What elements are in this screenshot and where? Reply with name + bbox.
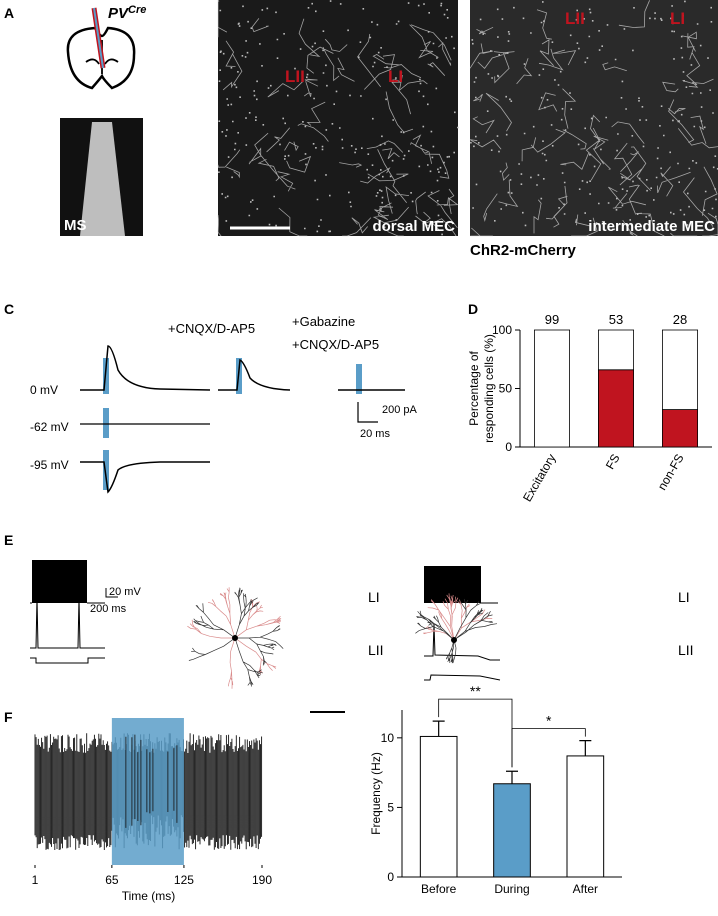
- holding-label: 0 mV: [30, 383, 58, 397]
- neurite-texture: [217, 0, 459, 237]
- x-axis-label: Time (ms): [122, 889, 176, 903]
- error-bar: [506, 770, 518, 784]
- panel-label: C: [4, 301, 14, 317]
- y-tick-label: 0: [387, 870, 394, 884]
- x-tick-label: During: [494, 882, 529, 896]
- layer-label: LI: [670, 9, 685, 28]
- electrode: [93, 7, 104, 69]
- neurite-texture: [469, 0, 718, 237]
- condition-label: +CNQX/D-AP5: [292, 337, 379, 352]
- spike-train: [424, 566, 481, 603]
- image-caption: intermediate MEC: [588, 218, 715, 235]
- x-tick-label: 1: [32, 873, 39, 887]
- layer-label: LI: [388, 67, 403, 86]
- x-tick-label: Before: [421, 882, 457, 896]
- bar-segment: [662, 409, 699, 448]
- genotype: PV: [108, 5, 130, 22]
- panel-label: F: [4, 709, 13, 725]
- condition-label: +CNQX/D-AP5: [168, 321, 255, 336]
- layer-label: LI: [368, 589, 380, 605]
- layer-label: LII: [368, 642, 384, 658]
- holding-label: -95 mV: [30, 458, 69, 472]
- layer-label: LII: [565, 9, 585, 28]
- soma: [232, 635, 238, 641]
- soma: [451, 637, 457, 643]
- image-caption: dorsal MEC: [372, 218, 455, 235]
- spike-train: [32, 560, 87, 603]
- x-tick-label: 65: [105, 873, 119, 887]
- y-tick-label: 5: [387, 800, 394, 814]
- scale-label: 20 ms: [360, 428, 390, 440]
- y-axis-label: responding cells (%): [482, 334, 496, 443]
- y-axis-label: Frequency (Hz): [369, 752, 383, 835]
- voltage-traces: [30, 597, 501, 681]
- neuron-reconstructions: [187, 587, 498, 689]
- y-tick-label: 100: [492, 323, 512, 337]
- scale-label: 200 pA: [382, 404, 418, 416]
- genotype-sup: Cre: [128, 4, 146, 16]
- dendrites: [415, 598, 498, 664]
- current-traces: [80, 345, 405, 494]
- x-tick-label: non-FS: [655, 452, 687, 493]
- panel-label: E: [4, 532, 13, 548]
- condition-label: +Gabazine: [292, 314, 355, 329]
- x-tick-label: After: [573, 882, 598, 896]
- bar: [493, 783, 531, 878]
- bar-segment: [662, 329, 699, 410]
- y-tick-label: 0: [505, 440, 512, 454]
- region-label: MS: [64, 217, 87, 234]
- layer-label: LI: [678, 589, 690, 605]
- x-tick-label: 190: [252, 873, 272, 887]
- count-label: 53: [609, 312, 623, 327]
- x-tick-label: 125: [174, 873, 194, 887]
- genotype: PVCre: [108, 4, 146, 22]
- y-tick-label: 10: [381, 731, 395, 745]
- holding-label: -62 mV: [30, 420, 69, 434]
- bar-segment: [598, 369, 635, 448]
- significance-bracket: [511, 728, 586, 768]
- bar: [566, 755, 605, 878]
- y-axis-label: Percentage of: [467, 350, 481, 425]
- x-tick-label: FS: [603, 452, 623, 472]
- x-tick-label: Excitatory: [520, 452, 558, 505]
- count-label: 28: [673, 312, 687, 327]
- panel-label: D: [468, 301, 478, 317]
- dendrites: [188, 587, 284, 687]
- micrograph-texture: [217, 0, 718, 237]
- micrograph: [470, 0, 718, 236]
- bar-segment: [598, 329, 635, 371]
- micrograph: [218, 0, 458, 236]
- bar: [419, 735, 458, 878]
- scale-label: 200 ms: [90, 603, 127, 615]
- layer-label: LII: [285, 67, 305, 86]
- stimulus-window: [111, 718, 184, 865]
- significance-label: *: [546, 713, 552, 729]
- scale-bar: [105, 588, 118, 598]
- count-label: 99: [545, 312, 559, 327]
- panel-label: A: [4, 5, 14, 21]
- y-tick-label: 50: [499, 382, 513, 396]
- layer-label: LII: [678, 642, 694, 658]
- spike-raster: [125, 734, 178, 828]
- significance-label: **: [470, 683, 481, 699]
- error-bar: [579, 740, 592, 756]
- scale-bar: [357, 402, 378, 423]
- stain-label: ChR2-mCherry: [470, 242, 577, 259]
- error-bar: [432, 720, 445, 737]
- scale-label: 20 mV: [109, 586, 141, 598]
- bar-segment: [534, 329, 571, 448]
- ms-image-signal: [80, 122, 125, 236]
